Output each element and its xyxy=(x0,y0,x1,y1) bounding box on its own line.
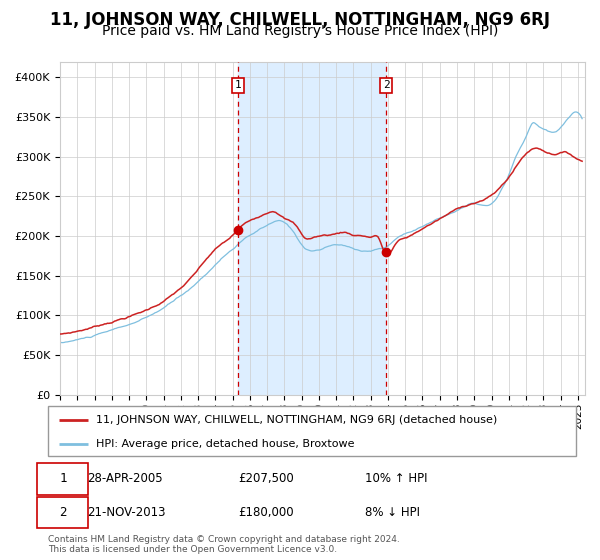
Text: £180,000: £180,000 xyxy=(238,506,294,519)
Text: HPI: Average price, detached house, Broxtowe: HPI: Average price, detached house, Brox… xyxy=(95,439,354,449)
Text: 21-NOV-2013: 21-NOV-2013 xyxy=(88,506,166,519)
Bar xyxy=(238,62,386,395)
FancyBboxPatch shape xyxy=(37,463,88,494)
Text: 10% ↑ HPI: 10% ↑ HPI xyxy=(365,472,427,486)
Text: £207,500: £207,500 xyxy=(238,472,294,486)
Text: 2: 2 xyxy=(59,506,67,519)
Text: 28-APR-2005: 28-APR-2005 xyxy=(88,472,163,486)
Text: 1: 1 xyxy=(59,472,67,486)
FancyBboxPatch shape xyxy=(37,497,88,528)
Text: Contains HM Land Registry data © Crown copyright and database right 2024.
This d: Contains HM Land Registry data © Crown c… xyxy=(48,535,400,554)
Text: 11, JOHNSON WAY, CHILWELL, NOTTINGHAM, NG9 6RJ: 11, JOHNSON WAY, CHILWELL, NOTTINGHAM, N… xyxy=(50,11,550,29)
FancyBboxPatch shape xyxy=(48,406,576,456)
Text: 8% ↓ HPI: 8% ↓ HPI xyxy=(365,506,420,519)
Text: 1: 1 xyxy=(235,81,242,90)
Text: Price paid vs. HM Land Registry's House Price Index (HPI): Price paid vs. HM Land Registry's House … xyxy=(102,24,498,38)
Text: 2: 2 xyxy=(383,81,389,90)
Text: 11, JOHNSON WAY, CHILWELL, NOTTINGHAM, NG9 6RJ (detached house): 11, JOHNSON WAY, CHILWELL, NOTTINGHAM, N… xyxy=(95,415,497,425)
